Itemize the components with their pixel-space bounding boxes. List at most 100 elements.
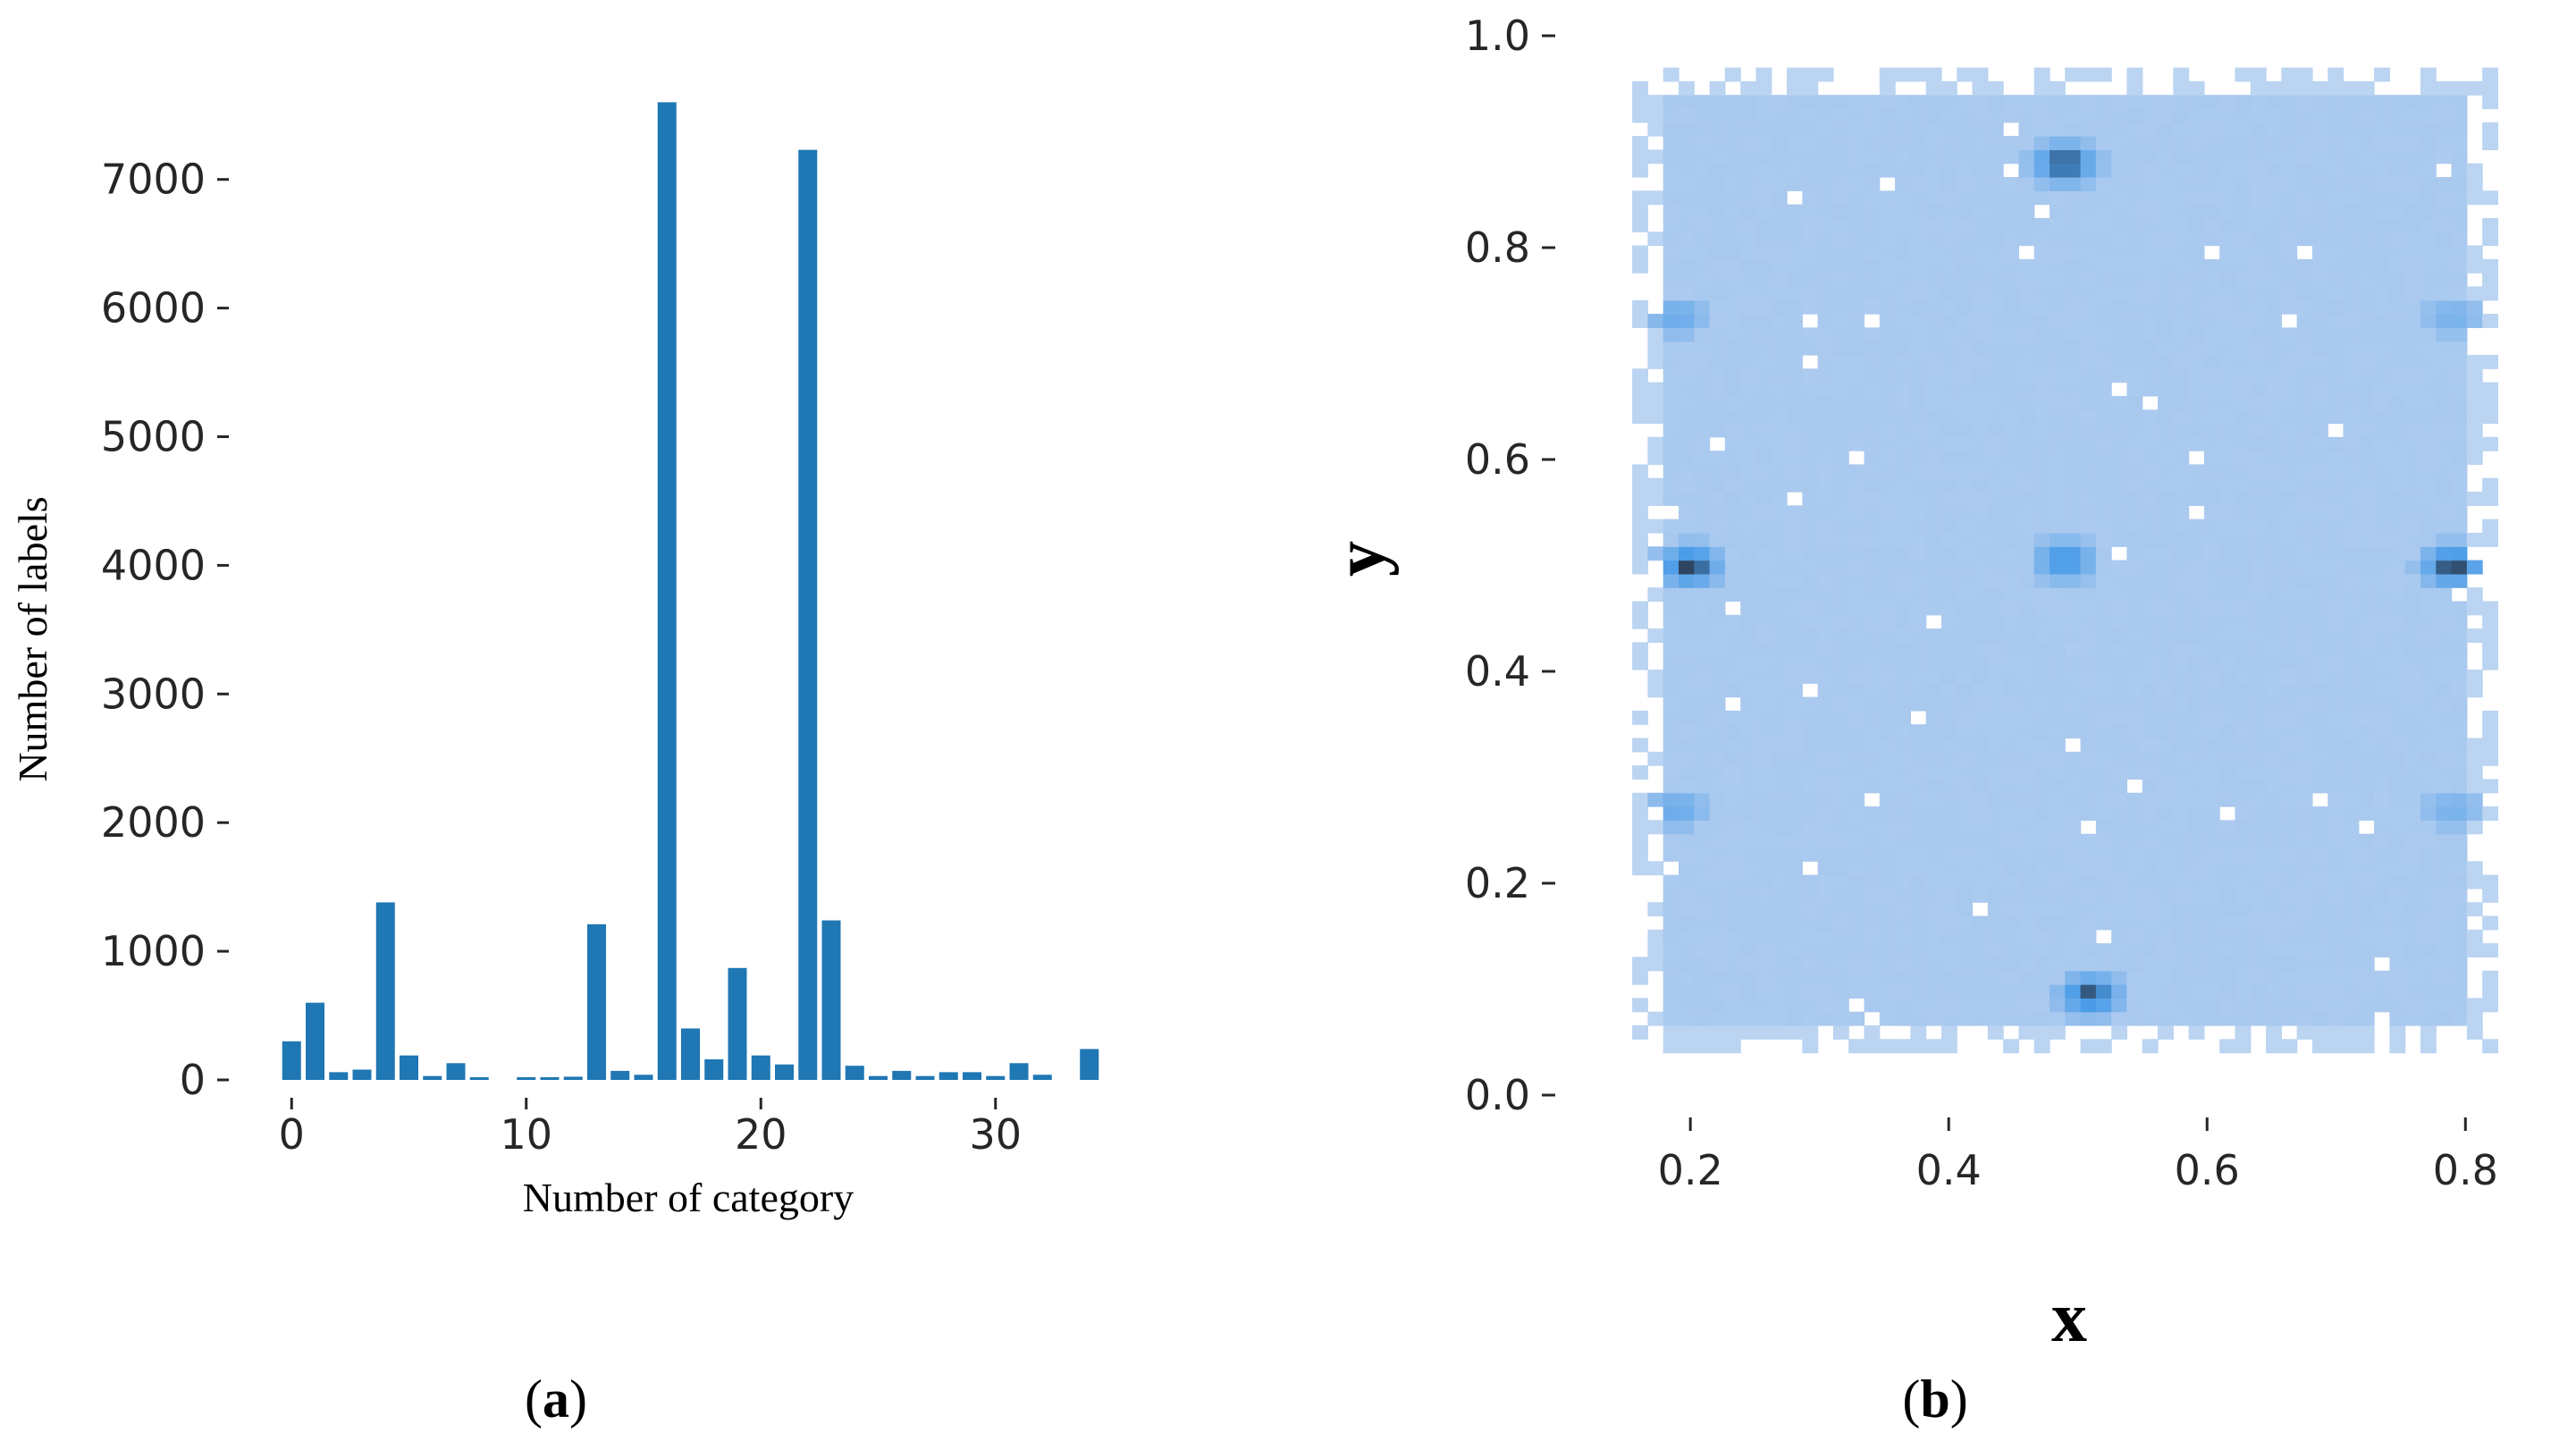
heatmap-cell [2250, 888, 2267, 903]
heatmap-cell [2296, 286, 2313, 301]
heatmap-cell [2389, 820, 2406, 835]
heatmap-cell [2374, 820, 2390, 835]
heatmap-cell [2003, 492, 2020, 506]
heatmap-cell [1987, 670, 2004, 684]
heatmap-cell [2065, 108, 2082, 123]
heatmap-cell [1957, 642, 1974, 657]
heatmap-cell [1972, 683, 1989, 698]
heatmap-cell [1864, 136, 1881, 150]
heatmap-cell [2018, 108, 2035, 123]
heatmap-cell [1740, 1024, 1757, 1040]
heatmap-cell [2389, 395, 2406, 410]
heatmap-cell [2266, 286, 2282, 301]
heatmap-cell [2188, 696, 2205, 712]
heatmap-cell [1817, 108, 1834, 123]
heatmap-cell [1864, 163, 1881, 178]
heatmap-cell [1740, 560, 1757, 575]
heatmap-cell [1724, 929, 1741, 944]
heatmap-cell [2080, 163, 2097, 178]
heatmap-cell [2095, 998, 2112, 1013]
heatmap-cell [2065, 587, 2082, 603]
heatmap-cell [1817, 341, 1834, 356]
heatmap-cell [2266, 1039, 2282, 1054]
heatmap-cell [2436, 655, 2453, 670]
heatmap-cell [1740, 833, 1757, 848]
heatmap-cell [2281, 492, 2298, 506]
heatmap-cell [2281, 217, 2298, 232]
heatmap-cell [2033, 136, 2050, 150]
heatmap-cell [2095, 861, 2112, 876]
heatmap-cell [1895, 299, 1911, 315]
heatmap-cell [2328, 696, 2344, 712]
heatmap-cell [2173, 628, 2190, 644]
heatmap-cell [1817, 915, 1834, 931]
heatmap-cell [2451, 751, 2468, 766]
heatmap-cell [2126, 861, 2143, 876]
heatmap-cell [1940, 314, 1957, 328]
heatmap-cell [2142, 314, 2159, 328]
heatmap-cell [2466, 286, 2483, 301]
heatmap-cell [1709, 929, 1726, 944]
heatmap-cell [2203, 314, 2220, 328]
heatmap-cell [2451, 642, 2468, 657]
heatmap-cells [1632, 67, 2499, 1054]
heatmap-cell [2095, 614, 2112, 629]
heatmap-cell [2033, 299, 2050, 315]
heatmap-cell [1740, 957, 1757, 972]
heatmap-cell [1832, 984, 1849, 999]
heatmap-cell [2374, 902, 2390, 917]
heatmap-cell [1771, 163, 1788, 178]
heatmap-cell [2018, 423, 2035, 438]
heatmap-cell [2404, 957, 2421, 972]
heatmap-cell [2343, 1024, 2360, 1040]
heatmap-cell [1987, 395, 2004, 410]
heatmap-cell [1740, 492, 1757, 506]
heatmap-cell [1694, 95, 1711, 110]
heatmap-cell [2173, 587, 2190, 603]
heatmap-cell [2142, 888, 2159, 903]
heatmap-cell [2111, 560, 2128, 575]
heatmap-cell [1895, 382, 1911, 397]
heatmap-cell [2281, 354, 2298, 369]
heatmap-cell [2482, 122, 2499, 137]
heatmap-cell [2343, 341, 2360, 356]
heatmap-cell [2343, 587, 2360, 603]
heatmap-cell [1848, 354, 1865, 369]
heatmap-cell [2049, 820, 2066, 835]
heatmap-cell [2389, 286, 2406, 301]
heatmap-cell [1987, 847, 2004, 862]
heatmap-cell [1709, 779, 1726, 794]
heatmap-cell [2374, 765, 2390, 780]
heatmap-cell [1724, 847, 1741, 862]
heatmap-cell [2358, 327, 2375, 342]
heatmap-cell [1910, 217, 1927, 232]
heatmap-cell [2219, 765, 2236, 780]
heatmap-cell [1724, 587, 1741, 603]
heatmap-cell [1724, 451, 1741, 466]
heatmap-cell [2250, 833, 2267, 848]
heatmap-cell [1864, 354, 1881, 369]
heatmap-cell [2296, 902, 2313, 917]
heatmap-cell [1817, 888, 1834, 903]
heatmap-cell [2266, 327, 2282, 342]
heatmap-cell [1940, 368, 1957, 384]
heatmap-cell [1724, 806, 1741, 821]
heatmap-cell [2080, 710, 2097, 725]
heatmap-cell [2281, 95, 2298, 110]
heatmap-cell [1940, 1039, 1957, 1054]
heatmap-cell [2466, 560, 2483, 575]
heatmap-cell [2466, 532, 2483, 547]
heatmap-cell [2451, 573, 2468, 588]
heatmap-cell [1987, 80, 2004, 96]
heatmap-cell [1632, 532, 1649, 547]
heatmap-cell [2374, 874, 2390, 889]
heatmap-cell [2451, 861, 2468, 876]
heatmap-cell [2328, 738, 2344, 753]
heatmap-cell [1895, 751, 1911, 766]
heatmap-cell [2311, 163, 2328, 178]
heatmap-cell [2420, 833, 2437, 848]
heatmap-cell [1632, 1024, 1649, 1040]
heatmap-cell [2436, 943, 2453, 958]
heatmap-cell [1740, 95, 1757, 110]
heatmap-cell [2281, 998, 2298, 1013]
